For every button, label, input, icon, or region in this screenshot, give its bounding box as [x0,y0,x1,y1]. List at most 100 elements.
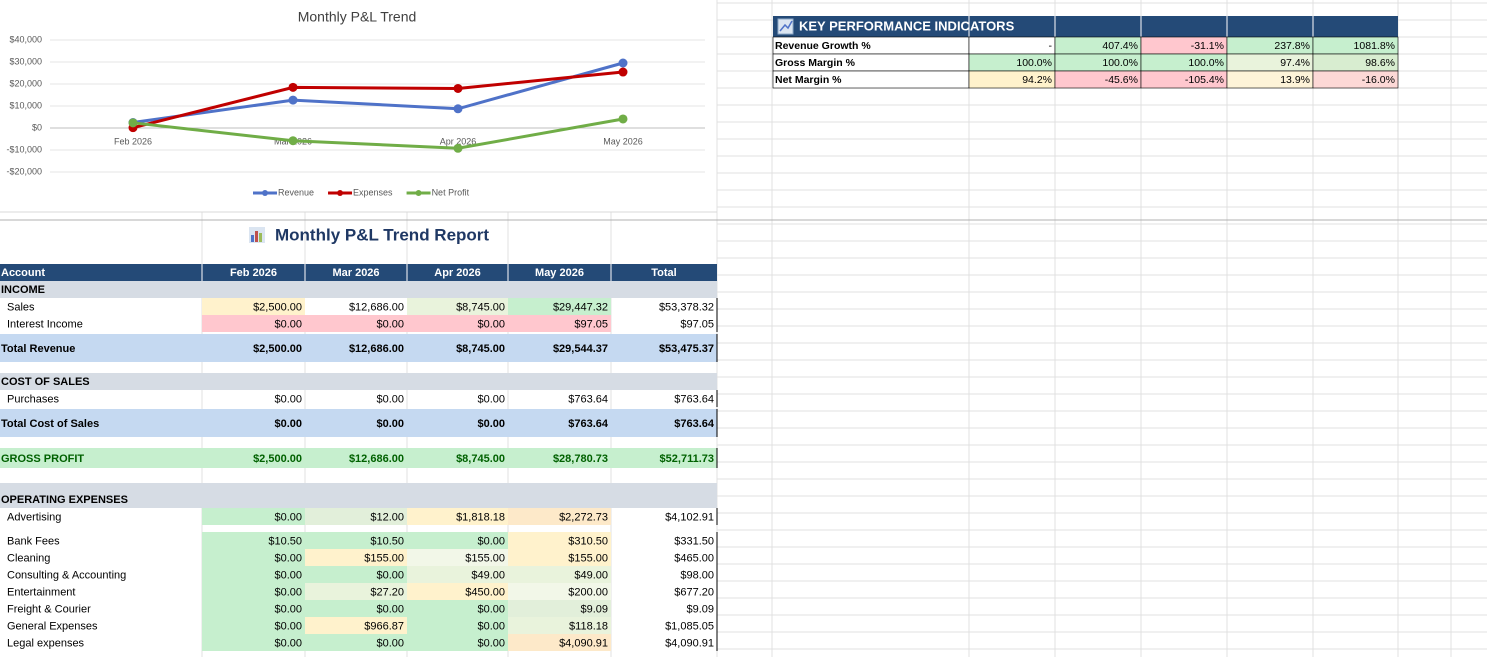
y-tick-label: -$10,000 [6,144,42,154]
cell-fill [305,315,407,332]
cell-fill [508,315,611,332]
kpi-label: Net Margin % [775,74,842,86]
cell-fill [305,634,407,651]
kpi-value: 13.9% [1280,74,1310,86]
cell-value: $0.00 [274,418,302,430]
kpi-value: -105.4% [1185,74,1224,86]
cell-value: $28,780.73 [553,453,608,465]
marker [128,118,138,128]
cell-value: $450.00 [465,586,505,598]
column-header: Total [651,267,676,279]
cell-value: $0.00 [376,318,404,330]
cell-value: $29,544.37 [553,343,608,355]
row-label: Advertising [7,511,61,523]
kpi-header [773,16,1398,37]
cell-fill [305,508,407,525]
cell-fill [508,600,611,617]
y-tick-label: $0 [32,122,42,132]
column-header: Account [1,267,45,279]
report-header [0,264,717,281]
row-band [0,448,717,468]
marker [453,83,463,93]
cell-fill [305,549,407,566]
cell-fill [202,532,305,549]
cell-fill [202,566,305,583]
cell-value: $2,500.00 [253,343,302,355]
kpi-value: 100.0% [1188,57,1224,69]
row-band [0,373,717,390]
row-label: Sales [7,301,35,313]
report-title: Monthly P&L Trend Report [275,225,489,244]
cell-value: $0.00 [376,569,404,581]
row-band [0,483,717,508]
cell-value: $53,378.32 [659,301,714,313]
cell-fill [202,583,305,600]
cell-value: $0.00 [274,603,302,615]
cell-fill [407,549,508,566]
cell-value: $12.00 [370,511,404,523]
kpi-title: KEY PERFORMANCE INDICATORS [799,18,1015,33]
cell-value: $4,102.91 [665,511,714,523]
cell-value: $1,818.18 [456,511,505,523]
cell-fill [202,549,305,566]
cell-value: $763.64 [674,393,714,405]
kpi-value: 237.8% [1274,40,1310,52]
cell-value: $763.64 [568,418,609,430]
y-tick-label: $20,000 [9,78,42,88]
cell-fill [407,298,508,315]
cell-value: $12,686.00 [349,301,404,313]
x-tick-label: Feb 2026 [114,136,152,146]
marker [618,67,628,77]
marker [453,143,463,153]
cell-value: $97.05 [574,318,608,330]
cell-value: $8,745.00 [456,343,505,355]
cell-fill [202,298,305,315]
row-label: OPERATING EXPENSES [1,494,128,506]
cell-fill [305,600,407,617]
row-label: Cleaning [7,552,50,564]
cell-fill [508,549,611,566]
y-tick-label: $30,000 [9,56,42,66]
cell-value: $53,475.37 [659,343,714,355]
cell-fill [202,600,305,617]
cell-fill [202,634,305,651]
row-label: Interest Income [7,318,83,330]
line [132,61,624,124]
row-label: Consulting & Accounting [7,569,126,581]
marker [288,136,298,146]
row-label: GROSS PROFIT [1,453,84,465]
cell-value: $97.05 [680,318,714,330]
row-band [0,409,717,437]
x-tick-label: Apr 2026 [440,136,477,146]
legend-label: Net Profit [432,187,470,197]
line [132,70,624,130]
kpi-value: 100.0% [1016,57,1052,69]
kpi-value: -45.6% [1105,74,1138,86]
cell-value: $0.00 [274,620,302,632]
cell-value: $155.00 [364,552,404,564]
column-header: Apr 2026 [434,267,480,279]
cell-value: $8,745.00 [456,453,505,465]
cell-value: $98.00 [680,569,714,581]
cell-value: $0.00 [477,603,505,615]
column-header: May 2026 [535,267,584,279]
row-label: Bank Fees [7,535,60,547]
cell-value: $9.09 [686,603,714,615]
kpi-value: -31.1% [1191,40,1224,52]
cell-value: $0.00 [274,637,302,649]
cell-fill [508,532,611,549]
cell-value: $2,500.00 [253,453,302,465]
column-header: Mar 2026 [332,267,379,279]
cell-value: $465.00 [674,552,714,564]
cell-value: $0.00 [477,637,505,649]
cell-value: $52,711.73 [660,453,714,465]
cell-fill [407,617,508,634]
cell-fill [305,583,407,600]
cell-value: $0.00 [477,393,505,405]
kpi-value: 94.2% [1022,74,1052,86]
cell-value: $0.00 [477,535,505,547]
kpi-icon-line [779,20,793,32]
marker [618,114,628,124]
cell-value: $10.50 [370,535,404,547]
